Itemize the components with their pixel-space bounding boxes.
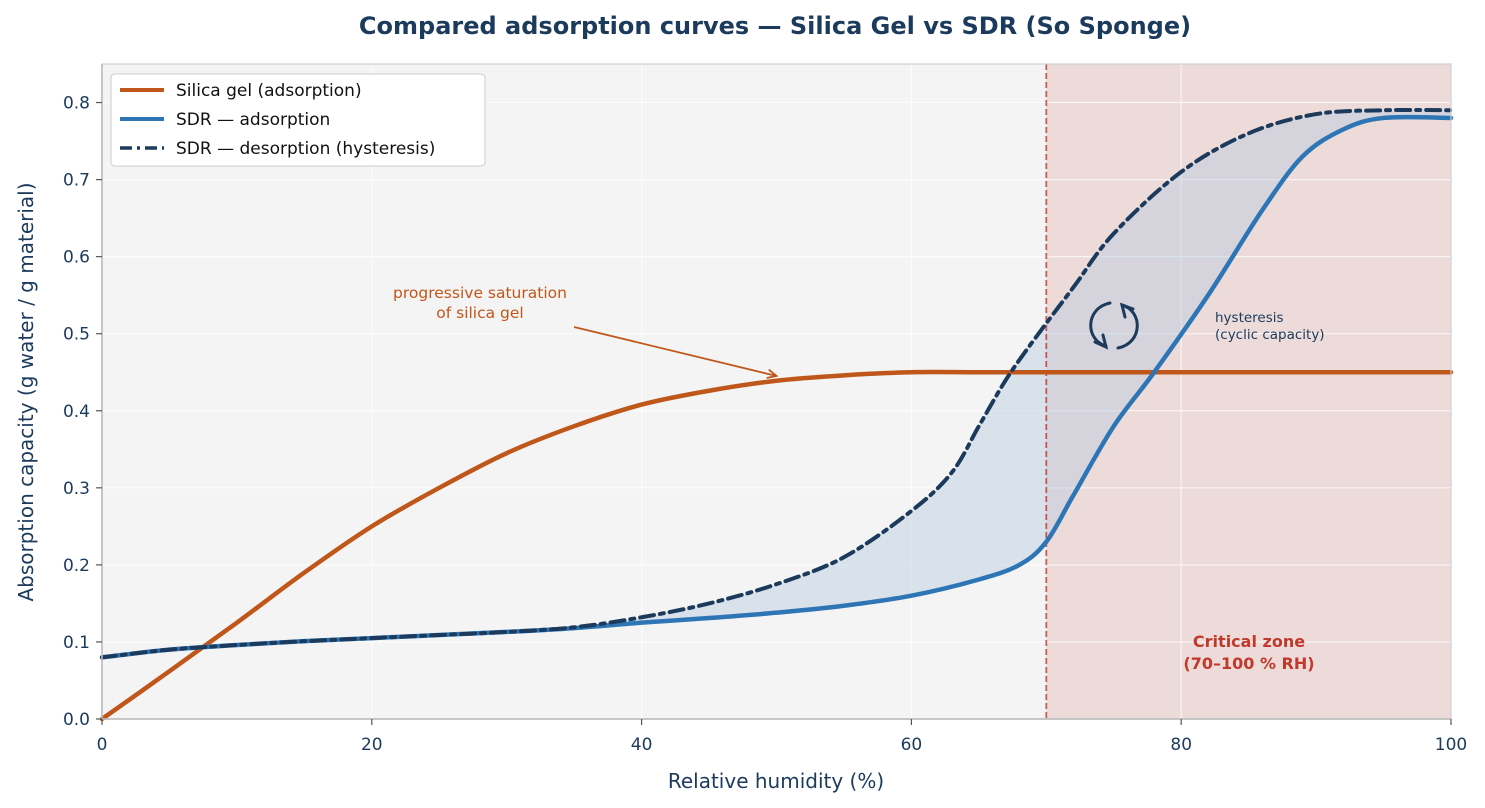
legend-box <box>110 73 486 167</box>
hysteresis-annotation: hysteresis (cyclic capacity) <box>1089 301 1325 350</box>
legend: Silica gel (adsorption) SDR — adsorption… <box>110 73 486 167</box>
y-axis-ticks: 0.0 0.1 0.2 0.3 0.4 0.5 0.6 0.7 0.8 <box>63 94 102 730</box>
x-tick-label: 40 <box>631 735 653 755</box>
silica-annotation-line1: progressive saturation <box>393 284 567 302</box>
y-tick-label: 0.3 <box>63 479 90 499</box>
sdr-desorption-line <box>100 107 1453 660</box>
hysteresis-fill <box>102 109 1451 658</box>
y-tick-label: 0.0 <box>63 710 90 730</box>
legend-label-sdr-adsorption: SDR — adsorption <box>176 110 330 130</box>
y-tick-label: 0.1 <box>63 633 90 653</box>
x-tick-label: 20 <box>361 735 383 755</box>
critical-zone-band <box>1046 64 1451 719</box>
y-tick-label: 0.5 <box>63 325 90 345</box>
critical-zone-label-line2: (70–100 % RH) <box>1183 654 1314 673</box>
silica-gel-line <box>99 369 1454 722</box>
silica-annotation-arrowhead <box>766 368 779 379</box>
y-tick-label: 0.2 <box>63 556 90 576</box>
chart-title: Compared adsorption curves — Silica Gel … <box>359 12 1191 40</box>
y-tick-label: 0.7 <box>63 171 90 191</box>
cycle-icon <box>1089 301 1139 350</box>
hysteresis-label-line2: (cyclic capacity) <box>1215 327 1325 343</box>
critical-zone-label-line1: Critical zone <box>1193 632 1305 651</box>
x-tick-label: 80 <box>1170 735 1192 755</box>
x-tick-label: 0 <box>97 735 108 755</box>
silica-saturation-annotation: progressive saturation of silica gel <box>393 284 779 379</box>
silica-annotation-line2: of silica gel <box>436 304 524 322</box>
y-tick-label: 0.4 <box>63 402 90 422</box>
x-axis-ticks: 0 20 40 60 80 100 <box>97 719 1467 755</box>
y-tick-label: 0.8 <box>63 94 90 114</box>
x-tick-label: 60 <box>901 735 923 755</box>
x-tick-label: 100 <box>1435 735 1467 755</box>
legend-label-sdr-desorption: SDR — desorption (hysteresis) <box>176 139 435 159</box>
hysteresis-label-line1: hysteresis <box>1215 310 1284 326</box>
x-axis-label: Relative humidity (%) <box>668 769 884 793</box>
silica-annotation-arrow <box>573 326 777 377</box>
y-axis-label: Absorption capacity (g water / g materia… <box>14 182 38 601</box>
y-tick-label: 0.6 <box>63 248 90 268</box>
legend-label-silica: Silica gel (adsorption) <box>176 81 362 101</box>
